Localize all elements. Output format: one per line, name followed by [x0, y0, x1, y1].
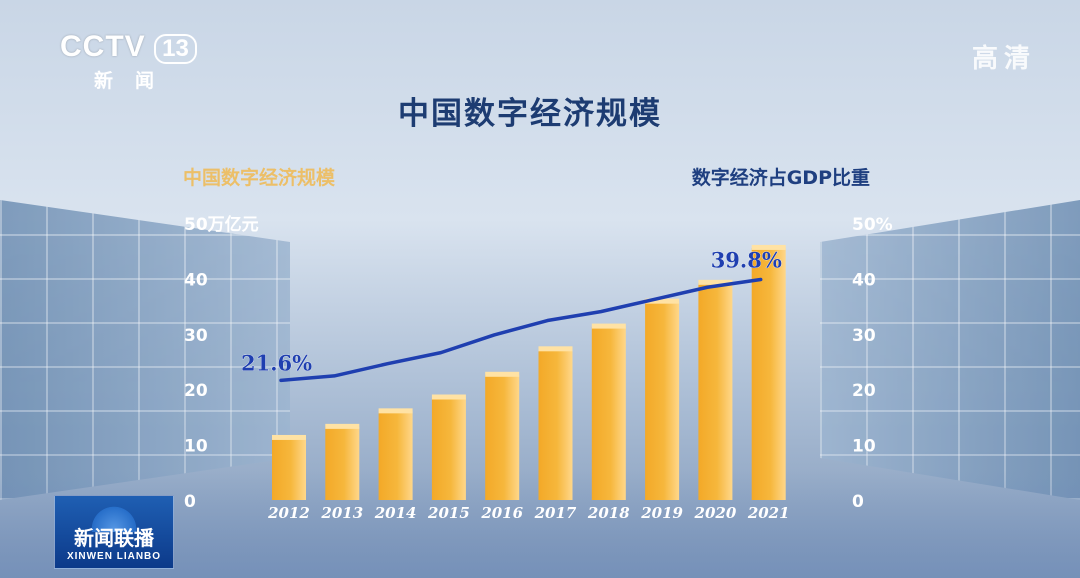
y-right-tick-label: 50% [852, 215, 893, 235]
legend-line-series: 数字经济占GDP比重 [691, 167, 870, 189]
data-label: 39.8% [711, 248, 782, 273]
y-right-tick-label: 30 [852, 326, 876, 346]
cctv-logo: CCTV 13 新闻 [60, 30, 197, 93]
bar-top-2014 [378, 408, 413, 414]
bar-2021 [751, 247, 786, 500]
y-left-tick-label: 30 [184, 326, 208, 346]
bar-top-2017 [538, 346, 573, 352]
x-tick-label: 2019 [640, 504, 683, 522]
bar-top-2016 [485, 371, 520, 377]
x-tick-label: 2013 [320, 504, 363, 522]
x-tick-label: 2015 [427, 504, 470, 522]
y-left-tick-label: 10 [184, 437, 208, 457]
program-name: 新闻联播 [74, 526, 154, 550]
x-tick-label: 2018 [587, 504, 630, 522]
x-tick-label: 2012 [267, 504, 310, 522]
y-left-tick-label: 50万亿元 [184, 214, 259, 235]
legend-bar-series: 中国数字经济规模 [183, 167, 336, 189]
y-left-tick-label: 40 [184, 270, 208, 290]
bar-2012 [272, 437, 306, 500]
x-tick-label: 2020 [694, 504, 737, 522]
y-right-tick-label: 40 [852, 270, 876, 290]
bar-2016 [485, 374, 520, 500]
bar-2015 [431, 397, 466, 500]
chart-title: 中国数字经济规模 [398, 96, 662, 132]
bar-top-2021 [751, 244, 786, 250]
bar-top-2013 [325, 423, 360, 429]
program-name-en: XINWEN LIANBO [66, 551, 162, 562]
x-tick-label: 2016 [480, 504, 523, 522]
y-right-tick-label: 0 [852, 492, 864, 512]
x-tick-label: 2021 [747, 504, 790, 522]
x-tick-label: 2014 [374, 504, 417, 522]
channel-sub: 新闻 [94, 71, 177, 92]
bar-2017 [538, 349, 573, 500]
bar-top-2020 [698, 279, 733, 285]
x-tick-label: 2017 [534, 504, 577, 522]
bar-top-2012 [272, 434, 306, 440]
bar-2020 [698, 282, 733, 500]
globe-icon [89, 502, 139, 532]
channel-number: 13 [154, 34, 197, 64]
right-grid-wall [820, 200, 1080, 500]
bar-top-2019 [645, 298, 680, 304]
bar-2013 [325, 426, 360, 500]
bar-2014 [378, 411, 413, 500]
program-badge: 新闻联播 XINWEN LIANBO [54, 495, 174, 569]
series-line-gdp-share [279, 277, 763, 383]
y-right-tick-label: 10 [852, 437, 876, 457]
bar-top-2018 [591, 323, 626, 329]
left-grid-wall [0, 200, 290, 500]
bar-2018 [591, 326, 626, 500]
y-right-tick-label: 20 [852, 381, 876, 401]
bar-2019 [645, 301, 680, 500]
y-left-tick-label: 0 [184, 492, 196, 512]
y-left-tick-label: 20 [184, 381, 208, 401]
data-label: 21.6% [241, 350, 312, 375]
cctv-logo-text: CCTV [60, 30, 146, 63]
hd-label: 高清 [971, 44, 1036, 74]
bar-top-2015 [431, 394, 466, 400]
